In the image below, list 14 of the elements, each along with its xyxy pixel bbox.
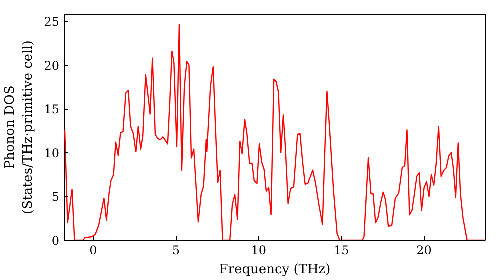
- y-tick-label: 20: [44, 58, 60, 73]
- x-tick-label: 0: [90, 244, 98, 258]
- x-tick-label: 15: [334, 244, 350, 258]
- line-series: [64, 24, 486, 240]
- y-tick-label: 10: [44, 146, 60, 160]
- x-tick-label: 10: [251, 244, 267, 258]
- y-tick-label: 0: [52, 234, 60, 248]
- y-axis-title: Phonon DOS (States/THz·primitive cell): [3, 40, 36, 214]
- x-axis-title: Frequency (THz): [219, 262, 331, 278]
- y-tick-label: 15: [44, 102, 60, 117]
- y-tick-label: 25: [44, 15, 60, 30]
- y-tick-label: 5: [52, 190, 60, 204]
- x-tick-label: 20: [416, 244, 432, 258]
- x-tick-label: 5: [172, 244, 180, 258]
